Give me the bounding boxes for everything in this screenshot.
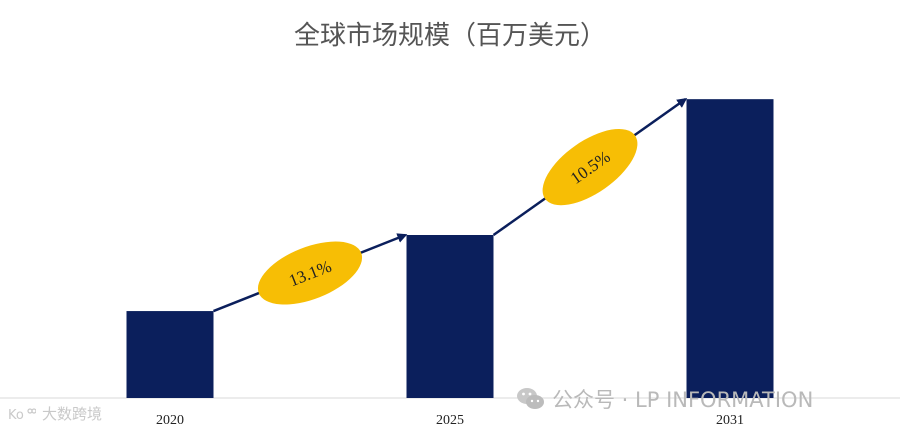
x-tick-2020: 2020 bbox=[156, 413, 184, 428]
wechat-watermark-text: 公众号 · LP INFORMATION bbox=[552, 388, 814, 412]
x-tick-layer: 2020 2025 2031 bbox=[156, 413, 744, 428]
cagr-ellipse-1 bbox=[257, 241, 363, 305]
brand-watermark-text: 大数跨境 bbox=[42, 405, 103, 423]
arrows-layer: 13.1% 10.5% bbox=[213, 98, 688, 313]
brand-logo-icon: Ko bbox=[8, 408, 36, 422]
svg-text:Ko: Ko bbox=[8, 408, 24, 422]
wechat-watermark: 公众号 · LP INFORMATION bbox=[516, 384, 813, 414]
x-tick-2025: 2025 bbox=[436, 413, 464, 428]
bar-2025 bbox=[406, 235, 494, 398]
x-tick-2031: 2031 bbox=[716, 413, 744, 428]
brand-watermark: Ko 大数跨境 bbox=[8, 403, 102, 424]
wechat-icon bbox=[517, 388, 544, 409]
cagr-callout-1: 13.1% bbox=[257, 241, 363, 305]
bars-layer bbox=[126, 99, 774, 399]
cagr-callout-2: 10.5% bbox=[542, 128, 638, 206]
cagr-ellipse-2 bbox=[542, 128, 638, 206]
chart-title: 全球市场规模（百万美元） bbox=[294, 21, 606, 51]
bar-2020 bbox=[126, 311, 214, 398]
bar-2031 bbox=[686, 99, 774, 399]
